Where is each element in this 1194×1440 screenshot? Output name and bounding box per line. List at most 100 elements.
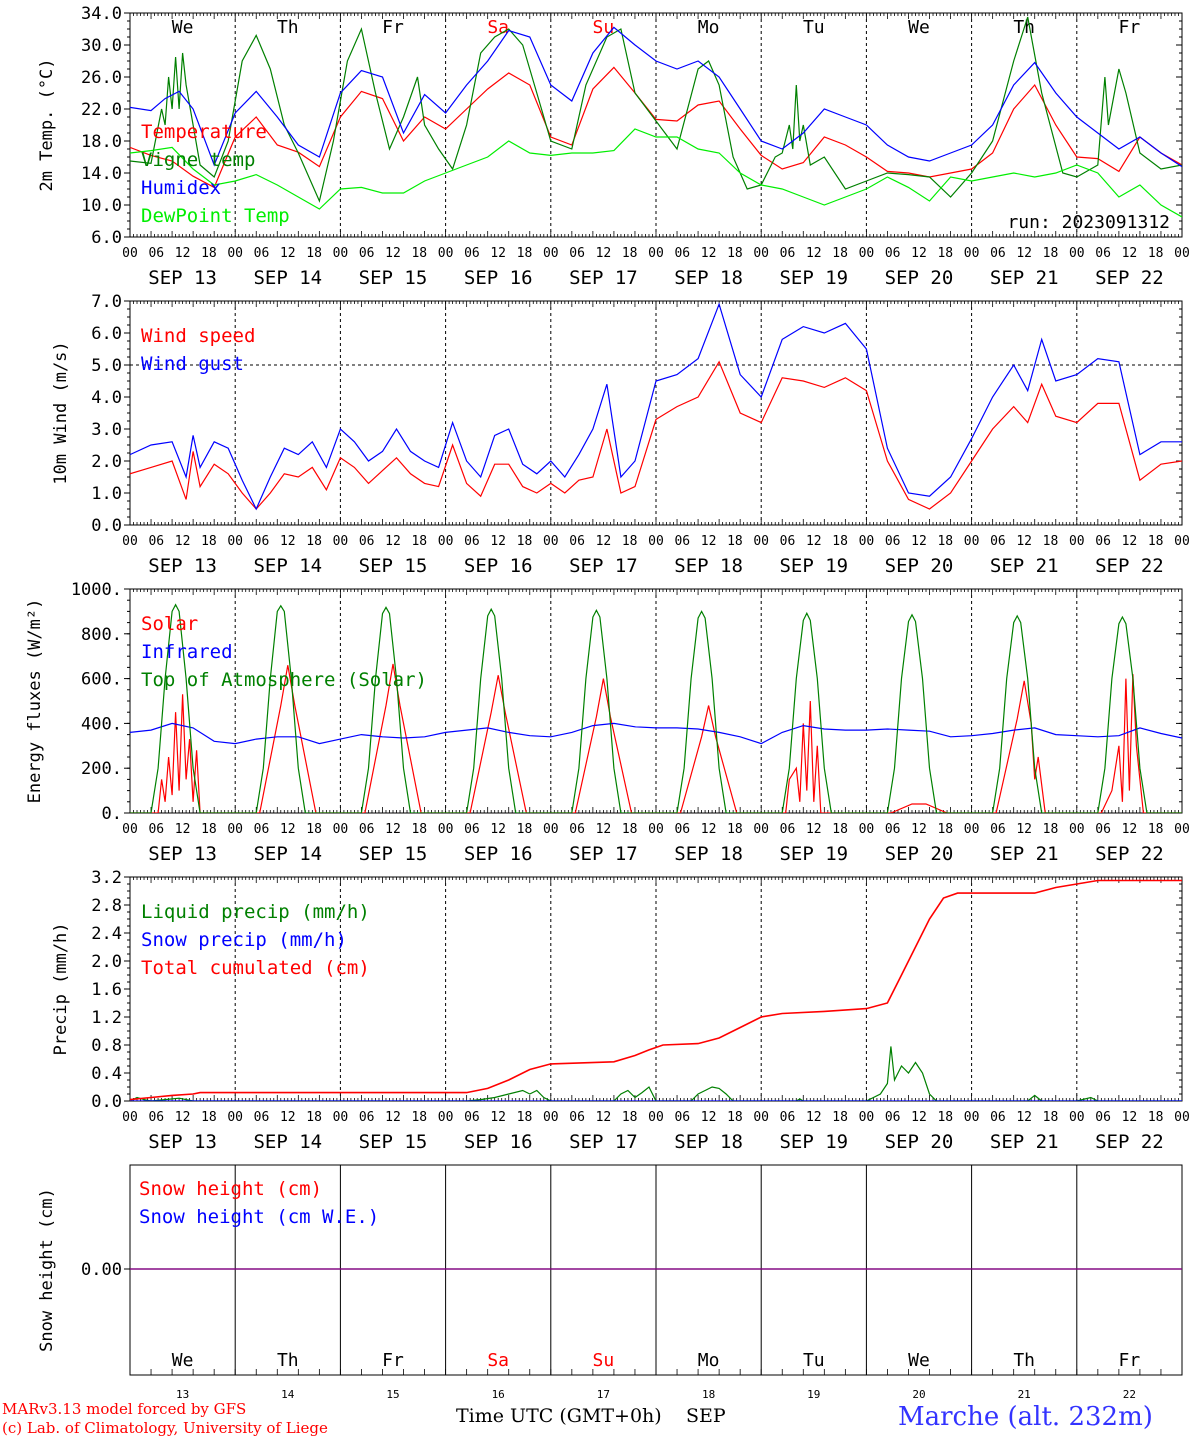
y-tick-label: 6.0 [91,228,122,248]
date-label: SEP 18 [674,1131,743,1153]
hour-tick-label: 00 [438,822,454,837]
y-tick-label: 0.0 [91,516,122,536]
day-abbr-label: Th [1013,1350,1035,1371]
hour-tick-label: 06 [780,246,796,261]
y-tick-label: 18.0 [81,132,122,152]
run-annotation: run: 2023091312 [1007,212,1170,233]
temperature-panel: 6.0 10.0 14.0 18.0 22.0 26.0 30.0 34.0 2m Temp. … [37,4,1190,289]
y-tick-label: 600. [81,670,122,690]
hour-tick-label: 00 [648,822,664,837]
lab-credit: (c) Lab. of Climatology, University of L… [2,1419,328,1437]
y-tick-label: 3.0 [91,420,122,440]
hour-tick-label: 18 [937,534,953,549]
hour-tick-label: 12 [1016,822,1032,837]
hour-tick-label: 18 [622,1110,638,1125]
hour-tick-label: 12 [596,246,612,261]
hour-tick-label: 18 [517,1110,533,1125]
y-axis-title: Precip (mm/h) [51,922,71,1055]
y-tick-label: 1.6 [91,980,122,1000]
date-label: SEP 19 [779,843,848,865]
day-abbr-label: Tu [803,1350,825,1371]
hour-tick-label: 06 [148,246,164,261]
y-tick-label: 14.0 [81,164,122,184]
day-abbr-label: Sa [487,17,509,38]
series-line [130,302,1182,511]
hour-tick-label: 00 [1069,246,1085,261]
hour-tick-label: 00 [1174,534,1190,549]
date-label: SEP 14 [253,1131,322,1153]
day-number-label: 14 [281,1388,295,1401]
hour-tick-label: 18 [517,822,533,837]
hour-tick-label: 06 [569,246,585,261]
y-tick-label: 34.0 [81,4,122,24]
legend-entry: Snow height (cm) [139,1178,322,1200]
series-line [130,360,1182,510]
hour-tick-label: 12 [490,246,506,261]
y-tick-label: 0.4 [91,1064,122,1084]
hour-tick-label: 12 [490,534,506,549]
hour-tick-label: 00 [648,534,664,549]
hour-tick-label: 12 [911,246,927,261]
date-label: SEP 18 [674,843,743,865]
hour-tick-label: 00 [122,534,138,549]
date-label: SEP 14 [253,555,322,577]
y-axis-title: Energy fluxes (W/m²) [25,599,45,804]
day-number-label: 22 [1123,1388,1136,1401]
hour-tick-label: 12 [806,822,822,837]
date-label: SEP 21 [990,1131,1059,1153]
hour-tick-label: 06 [464,534,480,549]
date-label: SEP 16 [464,555,533,577]
day-number-label: 18 [702,1388,715,1401]
legend-entry: Infrared [141,641,233,663]
hour-tick-label: 06 [674,822,690,837]
legend-entry: Liquid precip (mm/h) [141,901,370,923]
hour-tick-label: 12 [490,822,506,837]
hour-tick-label: 18 [517,534,533,549]
y-tick-label: 0. [102,804,122,824]
hour-tick-label: 12 [806,246,822,261]
hour-tick-label: 00 [753,246,769,261]
legend-entry: Vigne temp [141,149,255,171]
hour-tick-label: 00 [648,246,664,261]
hour-tick-label: 00 [648,1110,664,1125]
hour-tick-label: 06 [990,1110,1006,1125]
hour-tick-label: 12 [1122,822,1138,837]
hour-tick-label: 00 [1174,1110,1190,1125]
hour-tick-label: 06 [359,822,375,837]
day-number-label: 15 [386,1388,399,1401]
date-label: SEP 18 [674,555,743,577]
date-label: SEP 21 [990,843,1059,865]
hour-tick-label: 00 [227,246,243,261]
hour-tick-label: 00 [964,534,980,549]
hour-tick-label: 12 [490,1110,506,1125]
date-label: SEP 14 [253,267,322,289]
day-abbr-label: Fr [1119,1350,1141,1371]
hour-tick-label: 12 [701,246,717,261]
date-label: SEP 21 [990,267,1059,289]
hour-tick-label: 06 [254,246,270,261]
hour-tick-label: 12 [280,1110,296,1125]
hour-tick-label: 06 [464,1110,480,1125]
wind-panel: 0.0 1.0 2.0 3.0 4.0 5.0 6.0 7.0 10m Wind (m/s) Wi… [51,292,1190,577]
hour-tick-label: 18 [832,534,848,549]
hour-tick-label: 18 [622,246,638,261]
hour-tick-label: 00 [964,246,980,261]
hour-tick-label: 00 [1069,1110,1085,1125]
hour-tick-label: 06 [780,822,796,837]
date-label: SEP 15 [359,555,428,577]
y-tick-label: 7.0 [91,292,122,312]
hour-tick-label: 06 [254,822,270,837]
date-label: SEP 20 [885,1131,954,1153]
hour-tick-label: 06 [674,534,690,549]
hour-tick-label: 12 [280,246,296,261]
series-line [130,722,1182,745]
series-line [130,1046,1182,1101]
hour-tick-label: 18 [937,246,953,261]
hour-tick-label: 00 [964,1110,980,1125]
date-label: SEP 15 [359,267,428,289]
hour-tick-label: 12 [701,534,717,549]
hour-tick-label: 18 [201,246,217,261]
day-number-label: 16 [492,1388,505,1401]
hour-tick-label: 00 [122,246,138,261]
day-number-label: 20 [912,1388,925,1401]
